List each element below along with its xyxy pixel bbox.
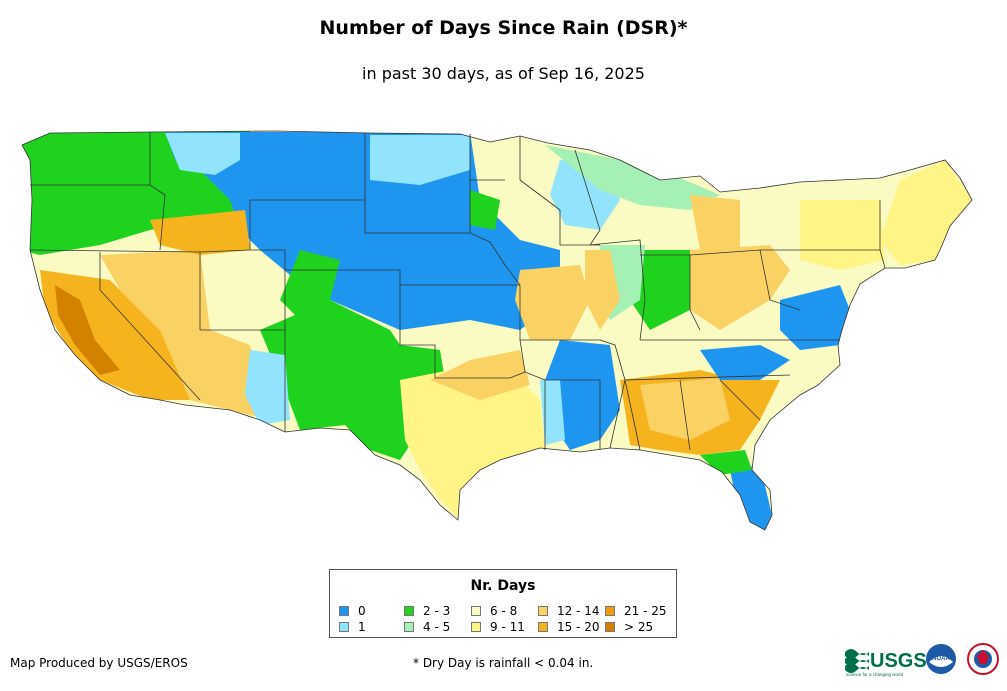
- usgs-logo-text: USGS: [870, 650, 927, 672]
- legend-label: 9 - 11: [490, 620, 525, 634]
- legend-item: 12 - 14: [538, 604, 600, 618]
- map-subtitle: in past 30 days, as of Sep 16, 2025: [362, 64, 645, 83]
- noaa-logo-text: NOAA: [932, 656, 950, 662]
- legend-label: 12 - 14: [557, 604, 600, 618]
- legend-item: 21 - 25: [605, 604, 667, 618]
- legend-label: 21 - 25: [624, 604, 667, 618]
- legend: Nr. Days 0 1 2 - 3 4 - 5 6 - 8 9 - 11 12…: [329, 569, 677, 638]
- legend-item: 1: [339, 620, 366, 634]
- legend-item: 6 - 8: [471, 604, 517, 618]
- legend-swatch: [404, 622, 414, 632]
- legend-label: 0: [358, 604, 366, 618]
- agency-logos: USGS science for a changing world NOAA: [845, 643, 999, 677]
- legend-item: 2 - 3: [404, 604, 450, 618]
- legend-swatch: [339, 622, 349, 632]
- noaa-logo: NOAA: [926, 644, 956, 674]
- legend-swatch: [605, 606, 615, 616]
- credit-text: Map Produced by USGS/EROS: [10, 656, 188, 670]
- legend-swatch: [538, 606, 548, 616]
- legend-label: > 25: [624, 620, 654, 634]
- legend-swatch: [471, 606, 481, 616]
- legend-label: 15 - 20: [557, 620, 600, 634]
- legend-swatch: [339, 606, 349, 616]
- legend-item: > 25: [605, 620, 653, 634]
- legend-swatch: [538, 622, 548, 632]
- usgs-tagline: science for a changing world: [846, 672, 904, 677]
- footnote-text: * Dry Day is rainfall < 0.04 in.: [413, 656, 594, 670]
- legend-item: 4 - 5: [404, 620, 450, 634]
- legend-item: 15 - 20: [538, 620, 600, 634]
- us-dsr-map: [21, 130, 973, 531]
- nws-logo: [967, 643, 999, 675]
- legend-title: Nr. Days: [470, 578, 536, 594]
- usgs-logo: USGS science for a changing world: [845, 649, 927, 677]
- map-title: Number of Days Since Rain (DSR)*: [319, 17, 688, 39]
- legend-item: 0: [339, 604, 366, 618]
- legend-swatch: [471, 622, 481, 632]
- rainfall-shading: [22, 131, 972, 530]
- state-boundaries: [21, 130, 973, 531]
- legend-label: 1: [358, 620, 366, 634]
- legend-item: 9 - 11: [471, 620, 525, 634]
- legend-swatch: [404, 606, 414, 616]
- legend-swatch: [605, 622, 615, 632]
- legend-label: 4 - 5: [423, 620, 451, 634]
- legend-label: 2 - 3: [423, 604, 451, 618]
- legend-label: 6 - 8: [490, 604, 518, 618]
